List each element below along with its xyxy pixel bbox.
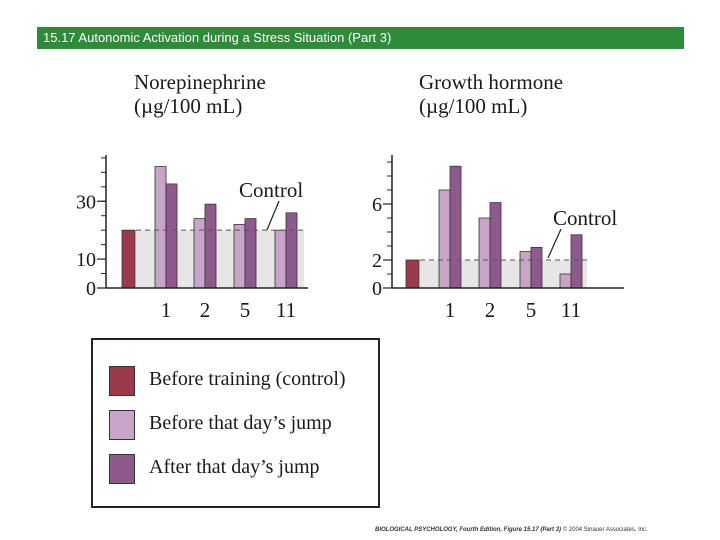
bar-after-jump-1 xyxy=(449,165,462,289)
y-tick-label-6: 6 xyxy=(372,194,382,216)
bar-after-jump-2 xyxy=(204,203,217,289)
bar-before-jump-2 xyxy=(193,218,206,289)
y-tick-label-30: 30 xyxy=(76,191,96,213)
legend-swatch-control xyxy=(109,366,135,396)
bar-before-jump-1 xyxy=(438,189,451,289)
bar-before-jump-5 xyxy=(519,251,532,289)
x-tick-label-2: 2 xyxy=(200,298,211,322)
bar-after-jump-5 xyxy=(530,246,543,289)
x-tick-label-1: 1 xyxy=(161,298,172,322)
control-annotation-leader xyxy=(547,228,562,259)
footer-credit: BIOLOGICAL PSYCHOLOGY, Fourth Edition, F… xyxy=(375,527,648,533)
figure-title: 15.17 Autonomic Activation during a Stre… xyxy=(43,30,392,45)
bar-before-jump-1 xyxy=(154,166,167,289)
y-tick-label-0: 0 xyxy=(86,278,96,300)
legend-label-control: Before training (control) xyxy=(149,368,346,390)
bar-after-jump-11 xyxy=(570,234,583,289)
x-tick-label-5: 5 xyxy=(240,298,251,322)
control-annotation-label: Control xyxy=(553,206,617,230)
control-annotation-label: Control xyxy=(239,178,303,202)
bar-control-1 xyxy=(405,259,420,289)
footer-copyright: © 2004 Sinauer Associates, Inc. xyxy=(562,527,648,533)
legend-swatch-after-jump xyxy=(109,454,135,484)
bar-before-jump-11 xyxy=(559,273,572,289)
x-tick-label-11: 11 xyxy=(276,298,296,322)
header-bar: 15.17 Autonomic Activation during a Stre… xyxy=(37,27,684,49)
y-tick-label-0: 0 xyxy=(372,278,382,300)
y-tick-label-10: 10 xyxy=(76,249,96,271)
y-tick-label-2: 2 xyxy=(372,250,382,272)
bar-before-jump-11 xyxy=(274,229,287,289)
chart-title-line1: Norepinephrine xyxy=(134,70,266,94)
bar-control-0 xyxy=(121,229,136,289)
charts-canvas: 1 2 5 11 0 10 30 Control 1 2 5 11 0 2 6 Control xyxy=(76,155,624,322)
x-tick-label-5: 5 xyxy=(526,298,537,322)
control-annotation-leader xyxy=(266,200,280,231)
chart-title-line1: Growth hormone xyxy=(419,70,564,94)
legend: Before training (control) Before that da… xyxy=(91,338,380,508)
bar-after-jump-5 xyxy=(244,218,257,289)
bar-before-jump-2 xyxy=(478,217,491,289)
x-tick-label-2: 2 xyxy=(485,298,496,322)
bar-after-jump-2 xyxy=(489,202,502,289)
x-tick-label-1: 1 xyxy=(445,298,456,322)
legend-label-after-jump: After that day’s jump xyxy=(149,456,320,478)
footer-book: BIOLOGICAL PSYCHOLOGY, Fourth Edition, F… xyxy=(375,527,562,533)
bar-after-jump-11 xyxy=(285,212,298,289)
x-tick-label-11: 11 xyxy=(561,298,581,322)
legend-label-before-jump: Before that day’s jump xyxy=(149,412,332,434)
bar-before-jump-5 xyxy=(233,223,246,289)
chart-title-line2: (µg/100 mL) xyxy=(419,94,528,118)
bar-after-jump-1 xyxy=(165,183,178,289)
chart-title-growth-hormone: Growth hormone (µg/100 mL) xyxy=(419,70,563,118)
chart-title-norepinephrine: Norepinephrine (µg/100 mL) xyxy=(134,70,266,118)
chart-title-line2: (µg/100 mL) xyxy=(134,94,243,118)
legend-swatch-before-jump xyxy=(109,410,135,440)
